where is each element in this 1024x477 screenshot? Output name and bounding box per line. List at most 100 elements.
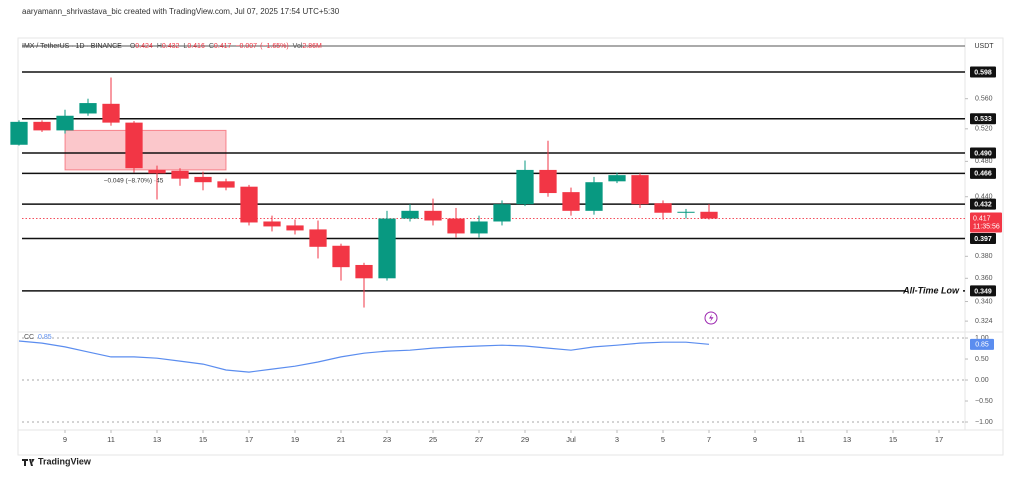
x-tick-label: 21 <box>337 435 345 444</box>
currency: USDT <box>974 43 994 50</box>
candle-body <box>102 103 120 123</box>
y-tick-label: 0.324 <box>975 318 993 325</box>
x-tick-label: 25 <box>429 435 437 444</box>
candle-body <box>677 211 695 213</box>
ohlc-value: 0.417 <box>214 43 232 50</box>
indicator-y-tick-label: 0.00 <box>975 377 989 384</box>
chart-frame <box>17 37 1004 456</box>
x-tick-label: Jul <box>566 435 576 444</box>
candle-body <box>562 192 580 211</box>
level-badge <box>970 167 996 179</box>
x-tick-label: 11 <box>107 435 115 444</box>
indicator-badge-label: 0.85 <box>975 342 989 349</box>
indicator-y-tick-label: −1.00 <box>975 419 993 426</box>
y-tick-label: 0.520 <box>975 126 993 133</box>
candle-body <box>309 229 327 247</box>
current-price-label: 0.417 <box>973 215 991 222</box>
lightning-icon <box>704 311 718 325</box>
indicator-y-tick-label: 1.00 <box>975 335 989 342</box>
y-tick-label: 0.380 <box>975 253 993 260</box>
symbol-legend: IMX / TetherUS · 1D · BINANCE O0.424 H0.43… <box>22 43 322 50</box>
ohlc-name: H <box>157 43 162 50</box>
candle-body <box>424 210 442 221</box>
footer-brand: TradingView <box>38 456 92 466</box>
candle-body <box>332 245 350 268</box>
y-tick-label: 0.440 <box>975 194 993 201</box>
candle-body <box>240 186 258 223</box>
level-badge <box>970 66 996 78</box>
ohlc-name: O <box>130 43 136 50</box>
x-tick-label: 27 <box>475 435 483 444</box>
level-label: 0.466 <box>974 171 992 178</box>
candle-body <box>286 225 304 231</box>
symbol: IMX / TetherUS · 1D · BINANCE <box>22 43 122 50</box>
candle-body <box>493 204 511 222</box>
level-annotation: All-Time Low <box>902 285 960 295</box>
footer-logo <box>22 459 35 466</box>
credit: aaryamann_shrivastava_bic created with T… <box>22 7 340 16</box>
candle-body <box>539 169 557 194</box>
x-tick-label: 5 <box>661 435 665 444</box>
x-tick-label: 23 <box>383 435 391 444</box>
candle-body <box>355 264 373 279</box>
level-label: 0.533 <box>974 116 992 123</box>
candle-body <box>217 181 235 188</box>
ohlc-name: L <box>183 43 187 50</box>
ohlc-value: 0.416 <box>187 43 205 50</box>
candle-body <box>631 175 649 205</box>
candle-body <box>378 218 396 279</box>
candle-body <box>10 121 28 145</box>
x-tick-label: 9 <box>753 435 757 444</box>
change-pct: (−1.65%) <box>260 43 289 50</box>
indicator-y-tick-label: −0.50 <box>975 398 993 405</box>
volume: 2.86M <box>302 43 322 50</box>
x-tick-label: 19 <box>291 435 299 444</box>
level-badge <box>970 198 996 210</box>
x-tick-label: 15 <box>199 435 207 444</box>
ohlc-name: C <box>209 43 214 50</box>
candle-body <box>447 218 465 234</box>
ohlc-value: 0.424 <box>135 43 153 50</box>
y-tick-label: 0.480 <box>975 158 993 165</box>
ohlc-value: 0.432 <box>162 43 180 50</box>
level-badge <box>970 147 996 159</box>
x-tick-label: 15 <box>889 435 897 444</box>
volume-name: Vol <box>293 43 303 50</box>
candle-body <box>33 121 51 131</box>
level-label: 0.598 <box>974 69 992 76</box>
annotation-bg <box>906 284 963 297</box>
candle-body <box>585 182 603 211</box>
x-tick-label: 13 <box>153 435 161 444</box>
candle-body <box>171 170 189 179</box>
measure-label: −0.049 (−8.70%) ·45 <box>104 178 164 185</box>
indicator-y-tick-label: 0.50 <box>975 356 989 363</box>
measure-box <box>64 129 227 171</box>
level-badge <box>970 285 996 297</box>
x-tick-label: 17 <box>935 435 943 444</box>
x-tick-label: 3 <box>615 435 619 444</box>
candle-body <box>700 211 718 219</box>
x-tick-label: 9 <box>63 435 67 444</box>
candle-body <box>263 221 281 227</box>
candle-body <box>470 221 488 234</box>
level-label: 0.349 <box>974 288 992 295</box>
indicator-name: CC <box>24 334 34 341</box>
indicator-badge <box>970 338 994 350</box>
y-tick-label: 0.340 <box>975 298 993 305</box>
current-price-badge <box>970 212 1002 233</box>
candle-body <box>194 176 212 183</box>
level-label: 0.490 <box>974 150 992 157</box>
indicator-line <box>18 340 710 373</box>
candle-body <box>56 115 74 131</box>
candle-body <box>401 210 419 219</box>
x-tick-label: 17 <box>245 435 253 444</box>
candle-body <box>148 169 166 174</box>
candle-body <box>79 103 97 114</box>
level-label: 0.432 <box>974 202 992 209</box>
indicator-value: 0.85 <box>38 334 52 341</box>
change: −0.007 <box>235 43 257 50</box>
level-label: 0.397 <box>974 236 992 243</box>
countdown: 11:35:56 <box>973 223 1000 230</box>
